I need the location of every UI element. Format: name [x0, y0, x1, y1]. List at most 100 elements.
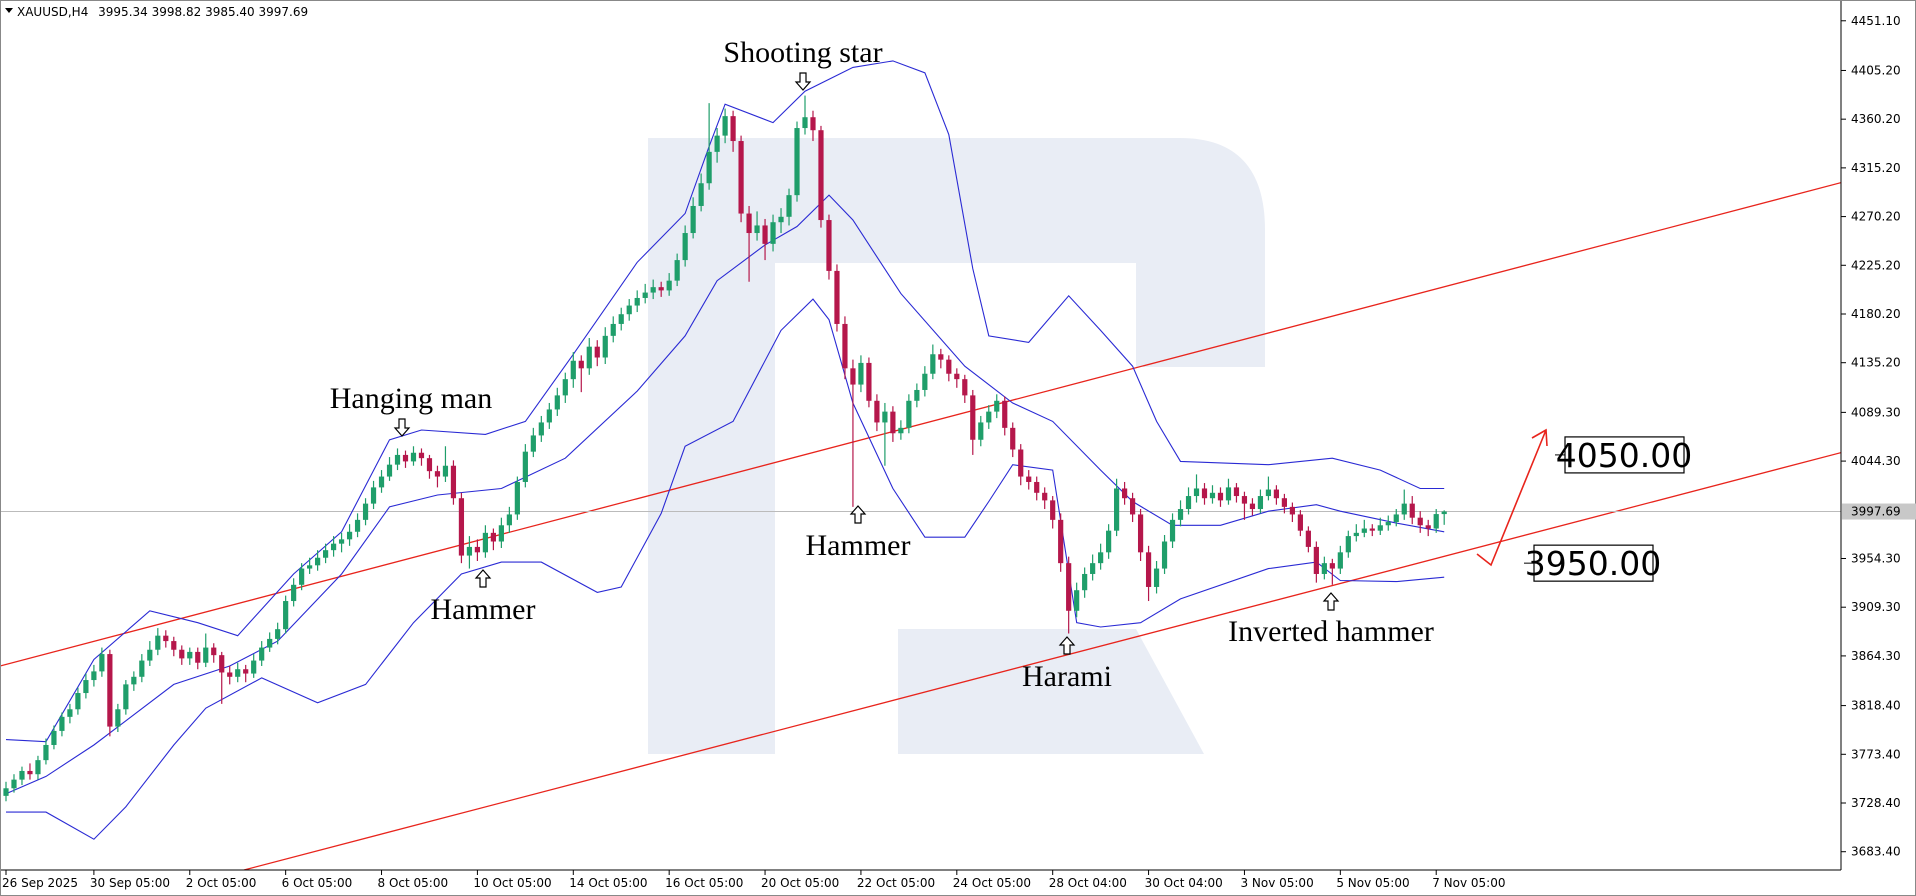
y-tick-label: 3954.30 — [1851, 551, 1901, 565]
candle-body — [1409, 503, 1415, 518]
candle-body — [642, 292, 648, 298]
candle-body — [682, 233, 688, 261]
candle-body — [1034, 481, 1040, 493]
band-line — [6, 298, 1445, 840]
header-triangle — [5, 8, 13, 13]
candle-body — [962, 379, 968, 396]
candle-body — [866, 362, 872, 401]
candle-body — [410, 452, 417, 462]
forecast-arrow — [1476, 428, 1548, 567]
candle-body — [882, 411, 888, 423]
candle-body — [1201, 488, 1208, 499]
candle-body — [402, 454, 409, 462]
candle-body — [1177, 509, 1184, 520]
candle-body — [690, 205, 696, 234]
candle-body — [1369, 528, 1375, 531]
y-tick-label: 3818.40 — [1851, 699, 1901, 713]
candle-body — [27, 770, 33, 775]
candle-body — [818, 130, 824, 221]
y-tick-label: 4180.20 — [1851, 307, 1901, 321]
candle-body — [978, 422, 984, 440]
candle-body — [698, 183, 704, 206]
candle-body — [802, 117, 808, 129]
y-tick-label: 3683.40 — [1851, 845, 1901, 859]
candle-body — [466, 546, 473, 556]
candle-body — [219, 655, 225, 673]
candle-body — [1010, 427, 1016, 450]
candle-body — [211, 647, 217, 656]
candle-body — [914, 389, 920, 401]
candle-body — [1217, 492, 1224, 501]
candle-body — [426, 458, 433, 472]
y-tick-label: 4405.20 — [1851, 63, 1901, 77]
candle-body — [474, 546, 481, 553]
candle-body — [35, 760, 41, 775]
forecast-head — [1531, 428, 1548, 447]
plot-area — [0, 60, 1841, 870]
symbol: XAUUSD,H4 — [17, 5, 88, 19]
x-tick-label: 16 Oct 05:00 — [665, 876, 743, 890]
candle-body — [1321, 563, 1327, 574]
candle-body — [1297, 514, 1303, 531]
candle-body — [338, 539, 345, 544]
candle-body — [874, 400, 880, 423]
candle-body — [618, 314, 624, 324]
candle-body — [634, 297, 640, 306]
candle-body — [19, 770, 25, 780]
candle-body — [666, 280, 672, 291]
candle-body — [930, 354, 936, 374]
candle-body — [107, 654, 113, 727]
candle-body — [554, 395, 560, 410]
candle-body — [522, 451, 528, 482]
candle-body — [1042, 492, 1048, 501]
candle-body — [786, 195, 792, 217]
y-tick-label: 4315.20 — [1851, 161, 1901, 175]
candle-body — [1002, 400, 1008, 428]
candle-body — [1114, 488, 1120, 531]
candle-body — [3, 788, 9, 796]
candle-body — [1137, 514, 1144, 553]
candle-body — [43, 744, 49, 761]
header: XAUUSD,H4 3995.34 3998.82 3985.40 3997.6… — [17, 5, 308, 19]
candle-body — [139, 660, 145, 677]
candle-body — [75, 693, 81, 710]
candle-body — [370, 487, 377, 504]
candle-body — [442, 465, 449, 477]
candle-body — [450, 465, 457, 499]
x-tick-label: 5 Nov 05:00 — [1336, 876, 1409, 890]
x-tick-label: 24 Oct 05:00 — [953, 876, 1031, 890]
candle-body — [91, 671, 97, 681]
candle-body — [195, 651, 201, 663]
candle-body — [810, 117, 816, 131]
candle-body — [115, 709, 121, 727]
candle-body — [155, 635, 161, 650]
candle-body — [578, 360, 584, 369]
candle-body — [898, 427, 904, 434]
y-tick-label: 3909.30 — [1851, 600, 1901, 614]
y-tick-label: 4270.20 — [1851, 210, 1901, 224]
candle-body — [251, 660, 257, 674]
candle-body — [187, 651, 193, 659]
trend-line-upper — [0, 181, 1841, 667]
candle-body — [1393, 514, 1399, 523]
candle-body — [1305, 530, 1311, 547]
candle-body — [626, 305, 632, 315]
y-tick-label: 4451.10 — [1851, 14, 1901, 28]
candle-body — [354, 519, 361, 532]
candle-body — [330, 543, 337, 551]
candle-body — [1425, 525, 1431, 529]
candle-body — [1329, 563, 1335, 569]
candle-body — [650, 287, 656, 293]
candle-body — [307, 565, 313, 569]
y-tick-label: 4225.20 — [1851, 258, 1901, 272]
y-tick-label: 4089.30 — [1851, 405, 1901, 419]
candle-body — [1129, 498, 1136, 515]
candle-body — [922, 373, 928, 390]
annotation: Hanging man — [330, 382, 492, 415]
candle-body — [506, 514, 512, 526]
candle-body — [1265, 489, 1272, 497]
watermark — [648, 138, 1265, 754]
candle-body — [586, 346, 592, 369]
candle-body — [394, 454, 401, 465]
close: 3997.69 — [259, 5, 309, 19]
